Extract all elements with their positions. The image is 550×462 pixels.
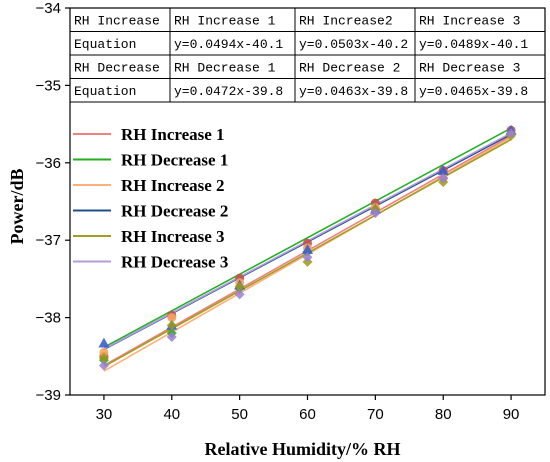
data-point	[99, 347, 109, 357]
y-tick-label: −34	[36, 0, 61, 17]
table-cell: RH Increase 3	[419, 14, 520, 29]
data-point	[167, 313, 177, 323]
legend-label: RH Increase 1	[121, 125, 225, 144]
table-cell: RH Increase 1	[174, 14, 276, 29]
legend-label: RH Increase 3	[121, 227, 225, 246]
data-point	[437, 165, 449, 175]
table-cell: RH Increase	[74, 14, 160, 29]
data-point	[166, 320, 177, 331]
table-cell: y=0.0489x-40.1	[419, 37, 528, 52]
table-cell: y=0.0472x-39.8	[174, 84, 283, 99]
y-tick-label: −39	[36, 387, 61, 404]
legend-label: RH Increase 2	[121, 176, 225, 195]
table-cell: y=0.0494x-40.1	[174, 37, 283, 52]
data-point	[234, 289, 245, 300]
table-cell: y=0.0465x-39.8	[419, 84, 528, 99]
x-axis-title: Relative Humidity/% RH	[205, 439, 401, 459]
data-point	[302, 252, 313, 263]
x-tick-label: 80	[435, 406, 452, 423]
data-point	[506, 128, 517, 139]
x-tick-label: 90	[503, 406, 520, 423]
data-point	[98, 360, 109, 371]
x-tick-label: 60	[299, 406, 316, 423]
x-tick-label: 30	[96, 406, 113, 423]
data-point	[166, 331, 177, 342]
x-tick-label: 70	[367, 406, 384, 423]
data-point	[98, 352, 109, 363]
table-cell: y=0.0503x-40.2	[299, 37, 408, 52]
table-cell: RH Decrease 2	[299, 61, 400, 76]
y-tick-label: −36	[36, 155, 61, 172]
data-point	[302, 243, 313, 254]
data-point	[234, 281, 245, 292]
legend-label: RH Decrease 1	[121, 151, 228, 170]
data-point	[98, 337, 110, 348]
data-point	[438, 173, 449, 184]
y-tick-label: −35	[36, 77, 61, 94]
table-cell: Equation	[74, 84, 136, 99]
y-tick-label: −38	[36, 310, 61, 327]
table-cell: Equation	[74, 37, 136, 52]
table-cell: RH Increase2	[299, 14, 393, 29]
table-cell: RH Decrease 1	[174, 61, 276, 76]
legend-label: RH Decrease 2	[121, 202, 228, 221]
legend-label: RH Decrease 3	[121, 253, 228, 272]
table-cell: y=0.0463x-39.8	[299, 84, 408, 99]
x-tick-label: 40	[163, 406, 180, 423]
plot-frame	[69, 7, 546, 396]
table-cell: RH Decrease 3	[419, 61, 520, 76]
x-tick-label: 50	[231, 406, 248, 423]
table-cell: RH Decrease	[74, 61, 160, 76]
y-tick-label: −37	[36, 232, 61, 249]
y-axis-title: Power/dB	[7, 169, 27, 245]
data-point	[370, 208, 381, 219]
